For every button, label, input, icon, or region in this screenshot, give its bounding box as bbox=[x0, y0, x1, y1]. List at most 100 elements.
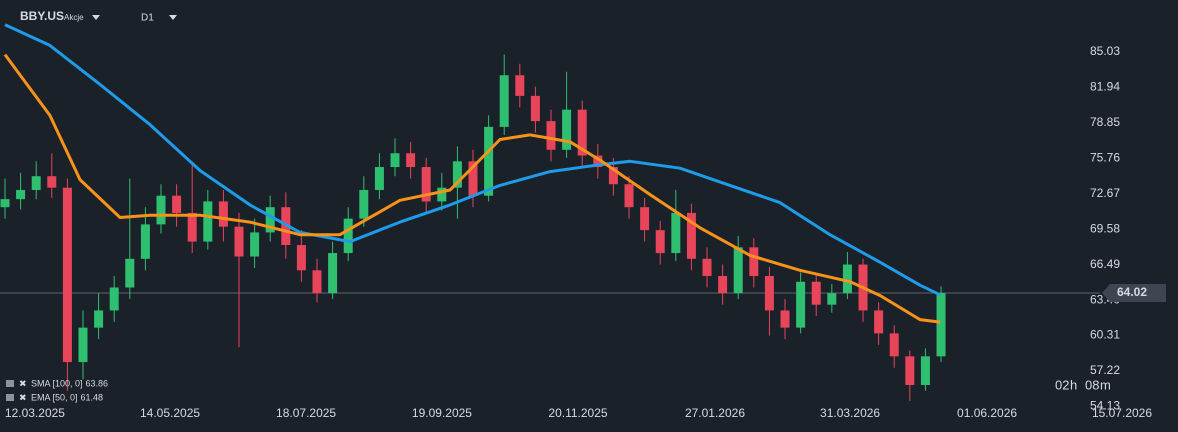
legend-name: EMA [50, 0] bbox=[31, 392, 78, 402]
interval-dropdown[interactable] bbox=[169, 15, 177, 20]
interval[interactable]: D1 bbox=[141, 13, 154, 24]
candle-body bbox=[31, 176, 41, 190]
candle-body bbox=[234, 226, 244, 257]
legend-value: 61.48 bbox=[81, 392, 104, 402]
candle-body bbox=[390, 153, 400, 168]
symbol[interactable]: BBY.US bbox=[20, 9, 64, 23]
legend-icon bbox=[6, 394, 14, 401]
candle-body bbox=[796, 281, 806, 328]
legend-x: ✖ bbox=[19, 378, 27, 388]
price-badge bbox=[1102, 283, 1166, 302]
candle-body bbox=[842, 264, 852, 294]
candle-body bbox=[811, 281, 821, 305]
legend-x: ✖ bbox=[19, 392, 27, 402]
y-tick-label: 81.94 bbox=[1090, 80, 1120, 94]
countdown: 02 h 08 m bbox=[1055, 377, 1111, 392]
candle-body bbox=[671, 212, 681, 254]
candles bbox=[0, 54, 946, 402]
candle-body bbox=[156, 195, 166, 225]
candle-body bbox=[140, 224, 150, 259]
candle-body bbox=[905, 356, 915, 385]
candle-body bbox=[94, 310, 104, 328]
candle-body bbox=[452, 161, 462, 188]
y-tick-label: 57.22 bbox=[1090, 363, 1120, 377]
y-tick-label: 78.85 bbox=[1090, 115, 1120, 129]
candle-body bbox=[499, 75, 509, 127]
candle-body bbox=[109, 287, 119, 311]
legend-icon bbox=[6, 380, 14, 387]
countdown-hours: 02 bbox=[1055, 377, 1069, 392]
x-tick-label: 20.11.2025 bbox=[548, 406, 607, 420]
indicator-line bbox=[3, 53, 941, 324]
y-tick-label: 69.58 bbox=[1090, 221, 1120, 235]
candle-body bbox=[172, 195, 182, 213]
candle-body bbox=[78, 327, 88, 363]
candle-body bbox=[343, 218, 353, 254]
candle-body bbox=[936, 292, 946, 357]
candle-body bbox=[187, 212, 197, 242]
candle-body bbox=[468, 161, 478, 196]
x-tick-label: 12.03.2025 bbox=[5, 406, 65, 420]
kind: Akcje bbox=[64, 13, 84, 22]
x-tick-label: 19.09.2025 bbox=[412, 406, 472, 420]
candle-body bbox=[624, 184, 634, 208]
y-tick-label: 54.13 bbox=[1090, 399, 1120, 413]
x-tick-label: 18.07.2025 bbox=[276, 406, 336, 420]
candle-body bbox=[218, 201, 228, 227]
candle-body bbox=[577, 109, 587, 156]
candle-body bbox=[562, 109, 572, 150]
candle-body bbox=[47, 176, 57, 188]
x-tick-label: 01.06.2026 bbox=[957, 406, 1017, 420]
price-badge-label: 64.02 bbox=[1117, 285, 1147, 299]
candle-body bbox=[0, 199, 10, 208]
candle-body bbox=[640, 207, 650, 231]
candle-body bbox=[749, 247, 759, 277]
countdown-h: h bbox=[1070, 377, 1077, 392]
candle-body bbox=[374, 167, 384, 190]
x-tick-label: 15.07.2026 bbox=[1092, 406, 1152, 420]
candle-body bbox=[515, 75, 525, 96]
candle-body bbox=[62, 187, 72, 363]
x-tick-label: 27.01.2026 bbox=[685, 406, 745, 420]
candle-body bbox=[312, 270, 322, 294]
x-tick-label: 14.05.2025 bbox=[140, 406, 200, 420]
candle-body bbox=[702, 258, 712, 277]
candle-body bbox=[265, 207, 275, 233]
candle-body bbox=[686, 212, 696, 259]
candle-body bbox=[437, 187, 447, 202]
candle-body bbox=[16, 189, 26, 200]
candle-body bbox=[608, 167, 618, 185]
candle-body bbox=[655, 230, 665, 254]
candle-body bbox=[546, 121, 556, 150]
y-tick-label: 66.49 bbox=[1090, 257, 1120, 271]
legend-name: SMA [100, 0] bbox=[31, 378, 83, 388]
y-tick-label: 72.67 bbox=[1090, 186, 1120, 200]
y-tick-label: 85.03 bbox=[1090, 44, 1120, 58]
candle-body bbox=[250, 232, 260, 257]
candle-body bbox=[530, 95, 540, 122]
countdown-minutes: 08 bbox=[1085, 377, 1099, 392]
countdown-m: m bbox=[1100, 377, 1111, 392]
candle-body bbox=[874, 310, 884, 334]
candle-body bbox=[780, 310, 790, 328]
legend-value: 63.86 bbox=[86, 378, 109, 388]
y-tick-label: 75.76 bbox=[1090, 150, 1120, 164]
candle-body bbox=[827, 293, 837, 305]
indicator-line bbox=[4, 23, 941, 297]
candle-body bbox=[718, 276, 728, 294]
candle-body bbox=[421, 167, 431, 202]
candle-body bbox=[359, 189, 369, 219]
candle-body bbox=[764, 276, 774, 311]
symbol-dropdown[interactable] bbox=[92, 15, 100, 20]
candle-body bbox=[328, 253, 338, 294]
candle-body bbox=[733, 247, 743, 294]
candle-body bbox=[203, 201, 213, 242]
candle-body bbox=[406, 153, 416, 168]
x-tick-label: 31.03.2026 bbox=[820, 406, 880, 420]
candle-body bbox=[484, 126, 494, 196]
candle-body bbox=[889, 333, 899, 357]
y-tick-label: 60.31 bbox=[1090, 328, 1120, 342]
candle-body bbox=[593, 155, 603, 168]
